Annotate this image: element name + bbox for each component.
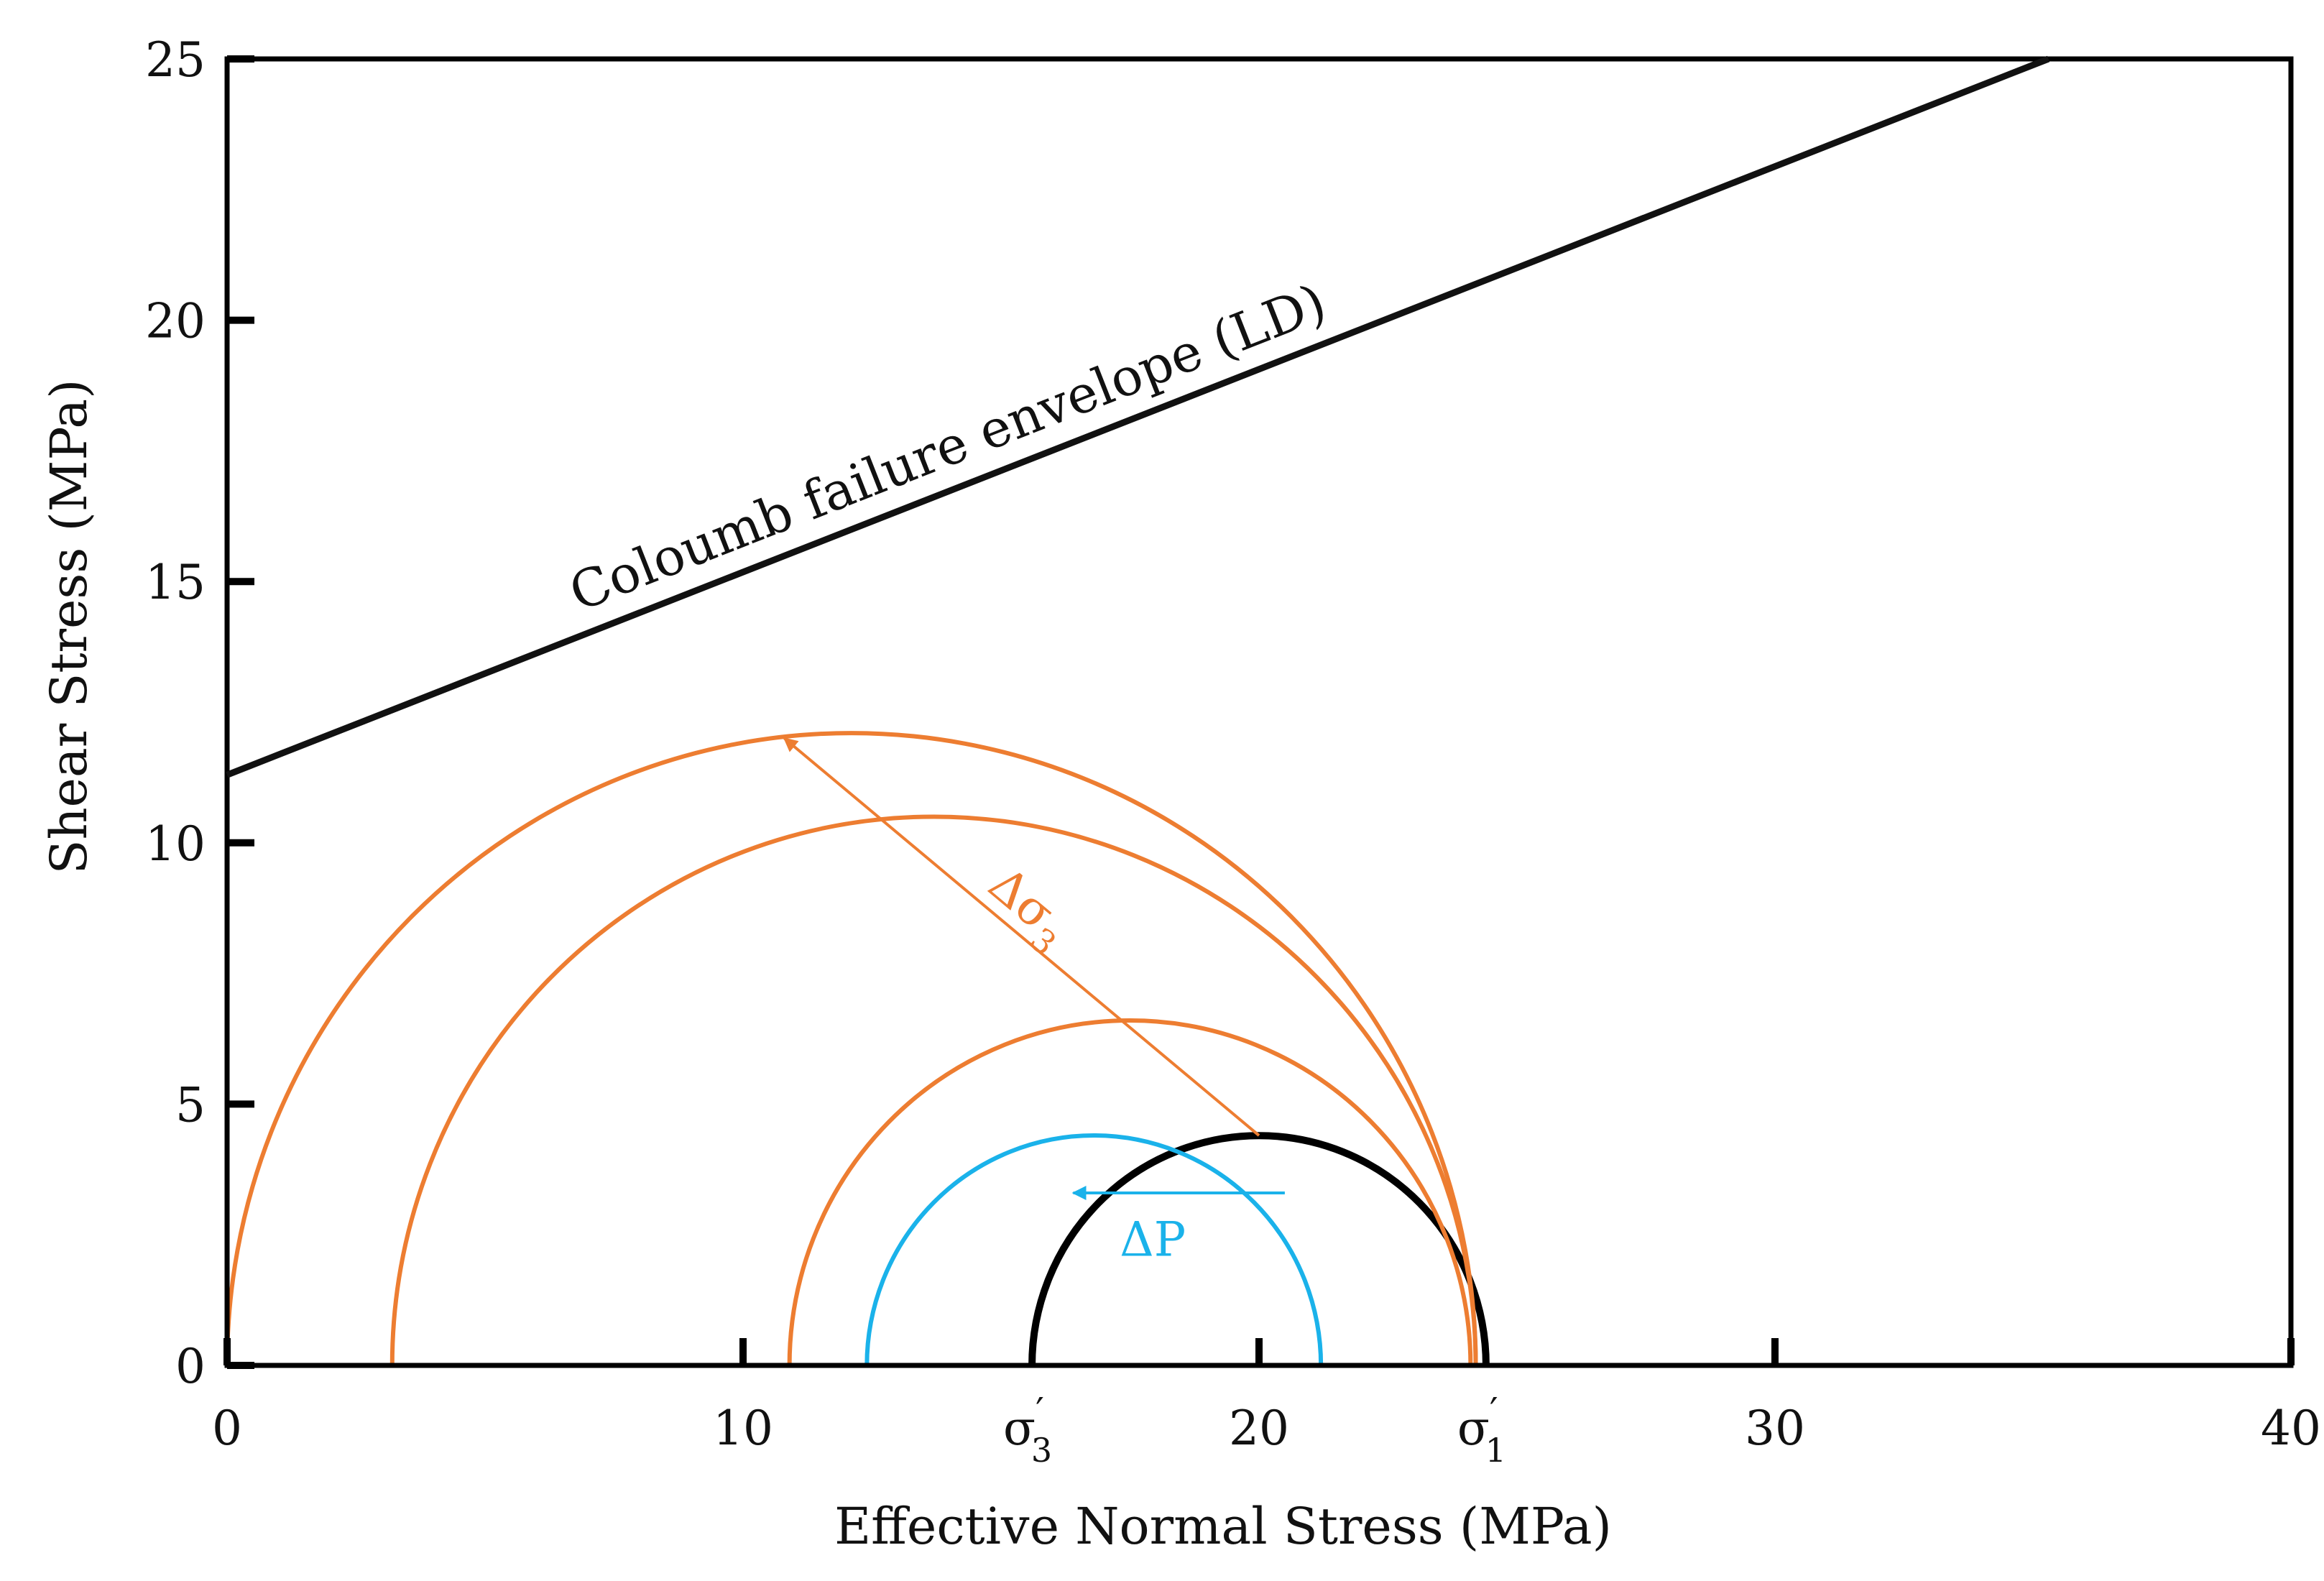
plot-frame <box>224 56 2294 1368</box>
y-tick-label-20: 20 <box>145 294 206 349</box>
y-tick-label-15: 15 <box>145 555 206 610</box>
y-tick-label-10: 10 <box>145 816 206 872</box>
x-tick-label-20: 20 <box>1229 1401 1289 1456</box>
x-tick-label-30: 30 <box>1745 1401 1805 1456</box>
mohr-circle-orange-2 <box>389 814 1478 1365</box>
y-tick-label-0: 0 <box>175 1339 206 1394</box>
envelope-label: Coloumb failure envelope (LD) <box>561 272 1334 623</box>
mohr-circle-orange-3 <box>227 731 1478 1365</box>
x-axis-title: Effective Normal Stress (MPa) <box>834 1497 1612 1556</box>
sigma1-prime-label: σ′ 1 <box>1457 1391 1506 1470</box>
x-tick-label-10: 10 <box>713 1401 773 1456</box>
delta-sigma-arrow <box>783 737 1260 1137</box>
coulomb-failure-envelope <box>226 55 2050 778</box>
sigma3-prime-label: σ′ 3 <box>1003 1391 1052 1470</box>
mohr-circle-orange-1 <box>787 1018 1473 1365</box>
mohr-circle-initial <box>1028 1132 1490 1365</box>
y-tick-label-25: 25 <box>145 32 206 88</box>
x-tick-label-40: 40 <box>2261 1401 2321 1456</box>
x-tick-label-0: 0 <box>212 1401 242 1456</box>
delta-p-label: ΔP <box>1120 1212 1186 1267</box>
mohr-circle-pore-pressure-shift <box>864 1133 1324 1365</box>
y-axis-title: Shear Stress (MPa) <box>40 379 98 875</box>
y-tick-label-5: 5 <box>175 1077 206 1133</box>
